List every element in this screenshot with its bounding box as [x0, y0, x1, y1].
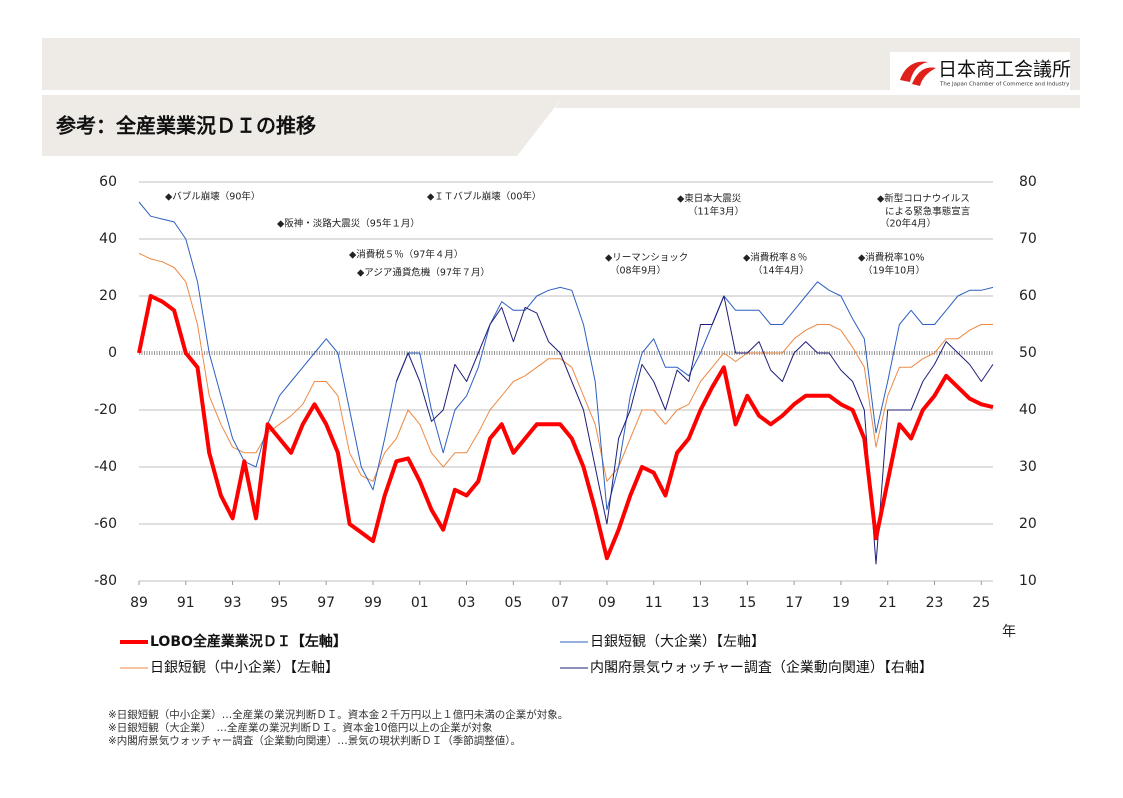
annotation: ◆バブル崩壊（90年）	[165, 191, 260, 203]
footnote: ※日銀短観（大企業） …全産業の業況判断ＤＩ。資本金10億円以上の企業が対象	[108, 721, 492, 734]
y2-tick-label: 40	[1019, 402, 1037, 418]
y-tick-label: -20	[94, 402, 117, 418]
title-band-edge	[555, 98, 1080, 108]
x-tick-label: 09	[598, 595, 616, 611]
footnote: ※内閣府景気ウォッチャー調査（企業動向関連）…景気の現状判断ＤＩ（季節調整値）。	[108, 734, 521, 747]
y2-tick-label: 80	[1019, 174, 1037, 190]
annotation: ◆新型コロナウイルス	[877, 193, 970, 205]
annotation: （19年10月）	[863, 265, 925, 277]
series-line	[395, 295, 994, 565]
y2-tick-label: 60	[1019, 288, 1037, 304]
footnote: ※日銀短観（中小企業）…全産業の業況判断ＤＩ。資本金２千万円以上１億円未満の企業…	[108, 708, 568, 721]
annotation: ◆ＩＴバブル崩壊（00年）	[427, 191, 541, 203]
y2-tick-label: 50	[1019, 345, 1037, 361]
page-title: 参考：全産業業況ＤＩの推移	[56, 114, 316, 138]
annotation: による緊急事態宣言	[885, 206, 971, 218]
x-tick-label: 91	[177, 595, 195, 611]
x-tick-label: 25	[972, 595, 990, 611]
annotation: ◆リーマンショック	[605, 253, 688, 264]
x-tick-label: 99	[364, 595, 382, 611]
annotation: ◆消費税５％（97年４月）	[349, 249, 463, 261]
annotation: ◆アジア通貨危機（97年７月）	[357, 267, 490, 279]
x-tick-label: 21	[879, 595, 897, 611]
annotation: （20年4月）	[880, 218, 936, 230]
logo-sub: The Japan Chamber of Commerce and Indust…	[939, 82, 1070, 88]
y-tick-label: 0	[108, 345, 117, 361]
y-tick-label: 60	[99, 174, 117, 190]
header-stripe	[42, 90, 1080, 95]
y2-tick-label: 20	[1019, 516, 1037, 532]
y-tick-label: 40	[99, 231, 117, 247]
x-tick-label: 19	[832, 595, 850, 611]
title-band	[42, 98, 562, 156]
y-tick-label: -80	[94, 573, 117, 589]
logo-mark	[900, 61, 936, 86]
y-tick-label: 20	[99, 288, 117, 304]
x-tick-label: 07	[551, 595, 569, 611]
x-tick-label: 03	[458, 595, 476, 611]
y-tick-label: -40	[94, 459, 117, 475]
legend-label: 内閣府景気ウォッチャー調査（企業動向関連）【右軸】	[590, 659, 933, 676]
annotation: （14年4月）	[753, 265, 809, 277]
x-tick-label: 23	[926, 595, 944, 611]
x-tick-label: 17	[785, 595, 803, 611]
y2-tick-label: 70	[1019, 231, 1037, 247]
x-tick-label: 01	[411, 595, 429, 611]
x-tick-label: 15	[738, 595, 756, 611]
annotation: （11年3月）	[688, 206, 744, 218]
x-tick-label: 95	[270, 595, 288, 611]
y-tick-label: -60	[94, 516, 117, 532]
series-line	[138, 252, 993, 482]
annotation: （08年9月）	[610, 265, 666, 277]
logo-name: 日本商工会議所	[938, 59, 1071, 81]
x-tick-label: 05	[504, 595, 522, 611]
annotation: ◆東日本大震災	[677, 193, 742, 205]
series-line	[138, 201, 994, 511]
x-tick-label: 93	[224, 595, 242, 611]
x-tick-label: 97	[317, 595, 335, 611]
annotation: ◆消費税率８％	[743, 252, 807, 264]
legend-label: 日銀短観（中小企業）【左軸】	[150, 659, 339, 676]
x-tick-label: 13	[692, 595, 710, 611]
y2-tick-label: 10	[1019, 573, 1037, 589]
legend-label: LOBO全産業業況ＤＩ【左軸】	[150, 633, 347, 650]
x-tick-label: 89	[130, 595, 148, 611]
legend-label: 日銀短観（大企業）【左軸】	[590, 633, 765, 650]
y2-tick-label: 30	[1019, 459, 1037, 475]
annotation: ◆消費税率10%	[858, 252, 924, 264]
annotation: ◆阪神・淡路大震災（95年１月）	[277, 218, 420, 230]
x-tick-label: 11	[645, 595, 663, 611]
x-axis-label: 年	[1002, 624, 1016, 640]
series-line	[137, 294, 994, 561]
